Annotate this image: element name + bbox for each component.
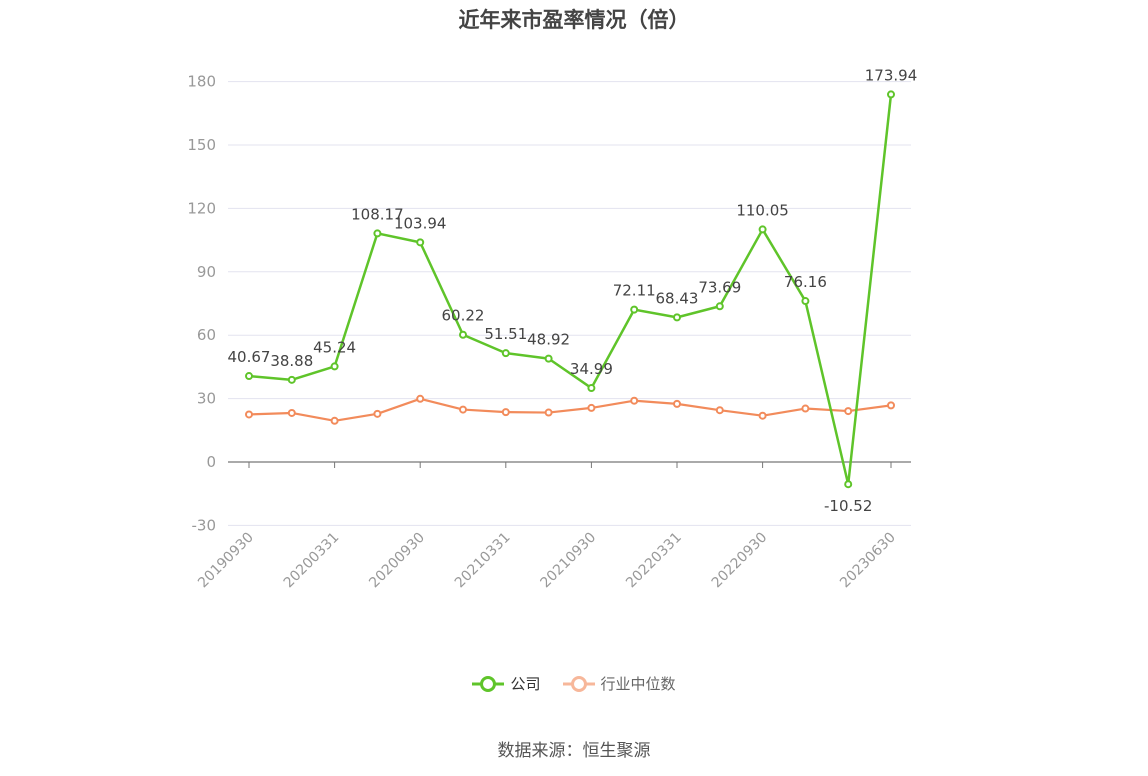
y-tick-label: 0: [206, 453, 216, 471]
data-label-company: 48.92: [527, 331, 570, 349]
chart-title: 近年来市盈率情况（倍）: [458, 8, 690, 32]
x-tick-label: 20210930: [538, 530, 600, 592]
point-company: [416, 238, 425, 247]
data-label-company: -10.52: [824, 497, 872, 515]
legend-label-company: 公司: [510, 675, 541, 693]
y-tick-label: -30: [192, 516, 217, 534]
point-company: [630, 305, 639, 314]
point-industry-median: [416, 394, 425, 403]
data-label-company: 72.11: [613, 282, 656, 300]
x-tick-label: 20220331: [623, 530, 685, 592]
legend: 公司 行业中位数: [0, 673, 1148, 694]
source-note: 数据来源：恒生聚源: [497, 741, 651, 761]
x-tick-label: 20200331: [281, 530, 343, 592]
point-industry-median: [330, 416, 339, 425]
x-tick-label: 20200930: [366, 530, 428, 592]
series-line-industry-median: [248, 397, 892, 422]
point-company: [887, 90, 895, 99]
point-industry-median: [373, 409, 382, 418]
point-industry-median: [758, 411, 767, 420]
point-company: [501, 349, 510, 358]
point-industry-median: [801, 404, 810, 413]
data-label-company: 51.51: [484, 325, 527, 343]
point-industry-median: [630, 396, 639, 405]
series: [245, 90, 895, 489]
data-label-company: 60.22: [442, 307, 485, 325]
data-label-company: 108.17: [351, 205, 404, 223]
point-company: [844, 480, 853, 489]
data-label-company: 76.16: [784, 273, 827, 291]
data-label-company: 38.88: [270, 352, 313, 370]
data-label-company: 40.67: [228, 348, 271, 366]
data-label-company: 110.05: [736, 201, 789, 219]
y-tick-label: 60: [197, 326, 216, 344]
y-tick-label: 150: [187, 136, 216, 154]
point-company: [758, 225, 767, 234]
data-label-company: 34.99: [570, 360, 613, 378]
y-tick-label: 180: [187, 73, 216, 91]
point-company: [373, 229, 382, 238]
y-tick-label: 90: [197, 263, 216, 281]
data-label-company: 73.69: [698, 278, 741, 296]
x-tick-label: 20220930: [709, 530, 771, 592]
x-tick-label: 20210331: [452, 530, 514, 592]
point-industry-median: [715, 406, 724, 415]
point-company: [287, 375, 296, 384]
legend-label-industry-median: 行业中位数: [600, 675, 676, 693]
y-tick-label: 120: [187, 199, 216, 217]
data-label-company: 68.43: [656, 289, 699, 307]
point-company: [673, 313, 681, 322]
point-industry-median: [501, 408, 510, 417]
point-company: [245, 372, 253, 381]
point-company: [330, 362, 339, 371]
data-label-company: 173.94: [865, 66, 918, 84]
point-industry-median: [673, 399, 681, 408]
point-industry-median: [587, 403, 596, 412]
point-industry-median: [844, 407, 853, 416]
x-tick-label: 20190930: [195, 530, 257, 592]
x-tick-label: 20230630: [837, 530, 899, 592]
point-industry-median: [287, 408, 296, 417]
data-label-company: 103.94: [394, 214, 447, 232]
data-label-company: 45.24: [313, 338, 356, 356]
point-company: [715, 302, 724, 311]
legend-marker-company: [472, 675, 505, 692]
point-industry-median: [544, 408, 553, 417]
point-company: [587, 384, 596, 393]
point-company: [544, 354, 553, 363]
legend-item-industry-median[interactable]: 行业中位数: [562, 673, 676, 694]
point-company: [459, 330, 467, 339]
point-industry-median: [459, 405, 467, 414]
legend-marker-industry-median: [562, 675, 595, 692]
grid-lines: [228, 81, 911, 526]
point-company: [801, 297, 810, 306]
point-industry-median: [245, 410, 253, 419]
y-tick-label: 30: [197, 390, 216, 408]
point-industry-median: [887, 401, 895, 410]
series-line-company: [248, 94, 893, 486]
legend-item-company[interactable]: 公司: [472, 673, 541, 694]
